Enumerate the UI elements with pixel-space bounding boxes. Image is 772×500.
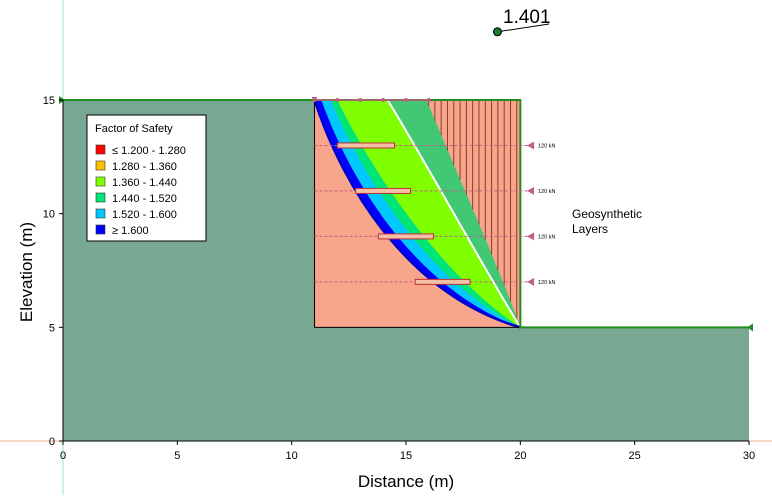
load-arrow [527, 277, 535, 286]
anchorage-zone [378, 233, 434, 240]
x-tick-label: 30 [743, 450, 755, 462]
hatch-layer [428, 100, 518, 318]
load-arrow [527, 186, 535, 195]
legend-swatch [95, 224, 106, 235]
layer-load-label: 120 kN [538, 189, 555, 195]
critical-center-point [492, 27, 502, 37]
crest-marker [311, 97, 318, 102]
critical-center-leader [497, 23, 550, 33]
legend-swatch [95, 192, 106, 203]
x-tick-label: 0 [60, 450, 66, 462]
layer-load-label: 120 kN [538, 280, 555, 286]
y-tick-label: 5 [49, 322, 55, 334]
legend-swatch [95, 144, 106, 155]
legend-entry-label: ≤ 1.200 - 1.280 [112, 145, 186, 157]
reinforcement-layer: 120 kN 120 kN 120 kN 120 kN [311, 97, 556, 286]
ground-surface [63, 99, 749, 329]
anchorage-zone [414, 278, 471, 285]
load-arrow [527, 232, 535, 241]
critical-fos-label: 1.401 [503, 7, 551, 28]
x-axis-label: Distance (m) [358, 472, 454, 491]
legend-entry-label: ≥ 1.600 [112, 225, 149, 237]
anchorage-zone [336, 142, 396, 149]
legend-entry-label: 1.360 - 1.440 [112, 177, 177, 189]
x-tick-label: 25 [629, 450, 641, 462]
geosynthetic-label-line-2: Layers [572, 222, 608, 236]
x-tick-label: 10 [286, 450, 298, 462]
load-arrow [527, 141, 535, 150]
x-tick-label: 5 [174, 450, 180, 462]
y-tick-label: 0 [49, 436, 55, 448]
legend-entry-label: 1.520 - 1.600 [112, 209, 177, 221]
x-tick-label: 20 [514, 450, 526, 462]
legend-swatch [95, 176, 106, 187]
legend-swatch [95, 160, 106, 171]
y-axis-label: Elevation (m) [17, 222, 36, 322]
fos-band-1360 [337, 100, 521, 328]
y-tick-label: 10 [43, 209, 55, 221]
layer-load-label: 120 kN [538, 143, 555, 149]
critical-slip-surface [386, 99, 522, 328]
right-boundary-marker [747, 323, 753, 332]
legend-entry-label: 1.280 - 1.360 [112, 161, 177, 173]
layer-load-label: 120 kN [538, 234, 555, 240]
legend-swatch [95, 208, 106, 219]
legend-title: Factor of Safety [95, 123, 173, 135]
legend-entry-label: 1.440 - 1.520 [112, 193, 177, 205]
axes-layer: 0 5 10 15 20 25 30 0 5 10 15 [43, 95, 755, 462]
legend-box [86, 114, 207, 242]
geosynthetic-label-line-1: Geosynthetic [572, 207, 642, 221]
legend: Factor of Safety ≤ 1.200 - 1.280 1.280 - 1… [86, 114, 207, 242]
anchorage-zone [355, 187, 412, 194]
x-tick-label: 15 [400, 450, 412, 462]
y-tick-label: 15 [43, 95, 55, 107]
